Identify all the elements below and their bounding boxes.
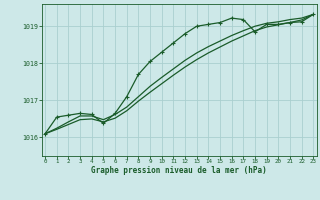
X-axis label: Graphe pression niveau de la mer (hPa): Graphe pression niveau de la mer (hPa) bbox=[91, 166, 267, 175]
